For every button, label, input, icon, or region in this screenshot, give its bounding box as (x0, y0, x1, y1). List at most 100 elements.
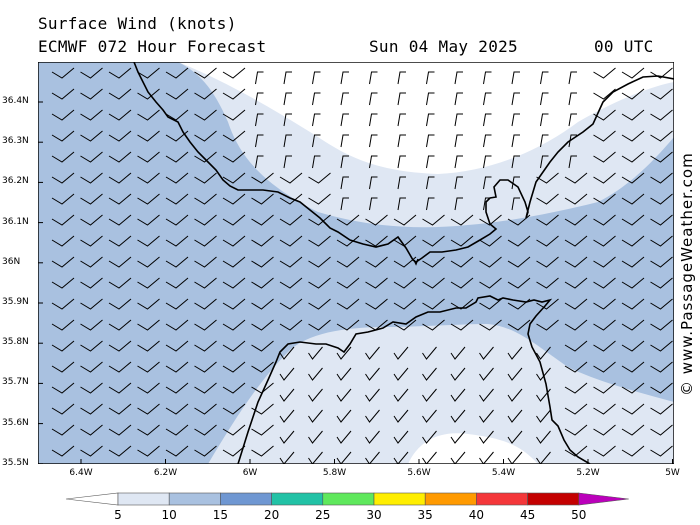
lon-tick-label: 5.8W (322, 468, 347, 478)
wind-barb (536, 235, 559, 247)
wind-barb (507, 409, 523, 423)
wind-barb (369, 92, 378, 106)
wind-barb (108, 382, 132, 394)
wind-barb (450, 256, 474, 268)
wind-barb (426, 71, 435, 85)
wind-barb (593, 340, 616, 352)
wind-band-10-15 (38, 62, 674, 464)
wind-barb (393, 298, 417, 310)
colorbar-label: 30 (366, 508, 381, 522)
wind-barb (137, 361, 160, 373)
wind-barb (251, 361, 274, 373)
wind-barb (108, 319, 132, 331)
wind-barb (621, 319, 645, 331)
wind-barb (450, 235, 474, 247)
wind-barb (393, 367, 409, 381)
wind-barb (165, 214, 189, 226)
wind-barb (593, 130, 616, 142)
wind-barb (650, 151, 673, 163)
wind-barb (194, 88, 217, 100)
wind-barb (650, 298, 673, 310)
wind-barb (479, 451, 494, 464)
wind-barb (621, 403, 645, 415)
wind-barb (621, 298, 645, 310)
wind-barb (393, 430, 409, 444)
wind-barb (393, 388, 409, 402)
wind-barb (222, 67, 246, 79)
wind-barb (336, 319, 360, 331)
wind-barb (80, 88, 103, 100)
wind-barb (51, 172, 75, 184)
wind-barb (365, 298, 388, 310)
wind-barb (483, 176, 492, 190)
latitude-axis (38, 101, 43, 464)
wind-barb (593, 445, 616, 457)
wind-barb (222, 319, 246, 331)
wind-barb (137, 277, 160, 289)
wind-barb (536, 430, 551, 444)
wind-barb (308, 346, 323, 360)
wind-barb (621, 172, 645, 184)
wind-barb (80, 424, 103, 436)
wind-barb (365, 409, 380, 423)
wind-barb (650, 424, 673, 436)
wind-barb (397, 197, 406, 211)
wind-barb (80, 319, 103, 331)
colorbar-cell (117, 492, 170, 506)
wind-barb (165, 172, 189, 184)
wind-barb (511, 176, 520, 190)
wind-barb (422, 319, 445, 331)
wind-barb (222, 361, 246, 373)
wind-barb (564, 256, 588, 268)
wind-barb (251, 382, 274, 394)
wind-barb (51, 256, 75, 268)
wind-barb (279, 367, 295, 381)
wind-barb (165, 109, 189, 121)
wind-barb (540, 92, 549, 106)
wind-barb (222, 88, 246, 100)
wind-barbs (51, 67, 673, 464)
wind-barb (483, 155, 492, 169)
lat-tick-label: 35.9N (2, 297, 29, 307)
wind-barb (308, 277, 331, 289)
wind-barb (336, 346, 352, 360)
wind-barb (283, 92, 292, 106)
colorbar-label: 25 (315, 508, 330, 522)
wind-barb (222, 424, 246, 436)
wind-barb (108, 88, 132, 100)
wind-barb (137, 193, 160, 205)
wind-barb (650, 67, 673, 79)
wind-barb (450, 409, 466, 423)
wind-barb (621, 130, 645, 142)
wind-barb (369, 71, 378, 85)
wind-barb (650, 361, 673, 373)
wind-barb (137, 67, 160, 79)
wind-barb (279, 172, 303, 184)
model-label: ECMWF 072 Hour Forecast (38, 37, 267, 56)
wind-barb (251, 193, 274, 205)
wind-barb (51, 151, 75, 163)
wind-barb (454, 92, 463, 106)
wind-barb (340, 71, 349, 85)
wind-barb (108, 235, 132, 247)
wind-barb (340, 134, 349, 148)
wind-barb (108, 298, 132, 310)
wind-barb (51, 277, 75, 289)
wind-barb (650, 109, 673, 121)
lon-tick-label: 5.2W (576, 468, 600, 478)
wind-barb (564, 340, 588, 352)
wind-barb (564, 319, 588, 331)
colorbar-label: 20 (264, 508, 279, 522)
wind-barb (397, 134, 406, 148)
wind-barb (369, 197, 378, 211)
wind-barb (165, 445, 189, 457)
forecast-date: Sun 04 May 2025 (369, 37, 518, 56)
wind-barb (137, 235, 160, 247)
wind-barb (479, 346, 494, 360)
wind-barb (222, 172, 246, 184)
wind-barb (308, 172, 331, 184)
wind-barb (251, 424, 274, 436)
wind-barb (650, 235, 673, 247)
wind-barb (283, 155, 292, 169)
wind-barb (511, 92, 520, 106)
